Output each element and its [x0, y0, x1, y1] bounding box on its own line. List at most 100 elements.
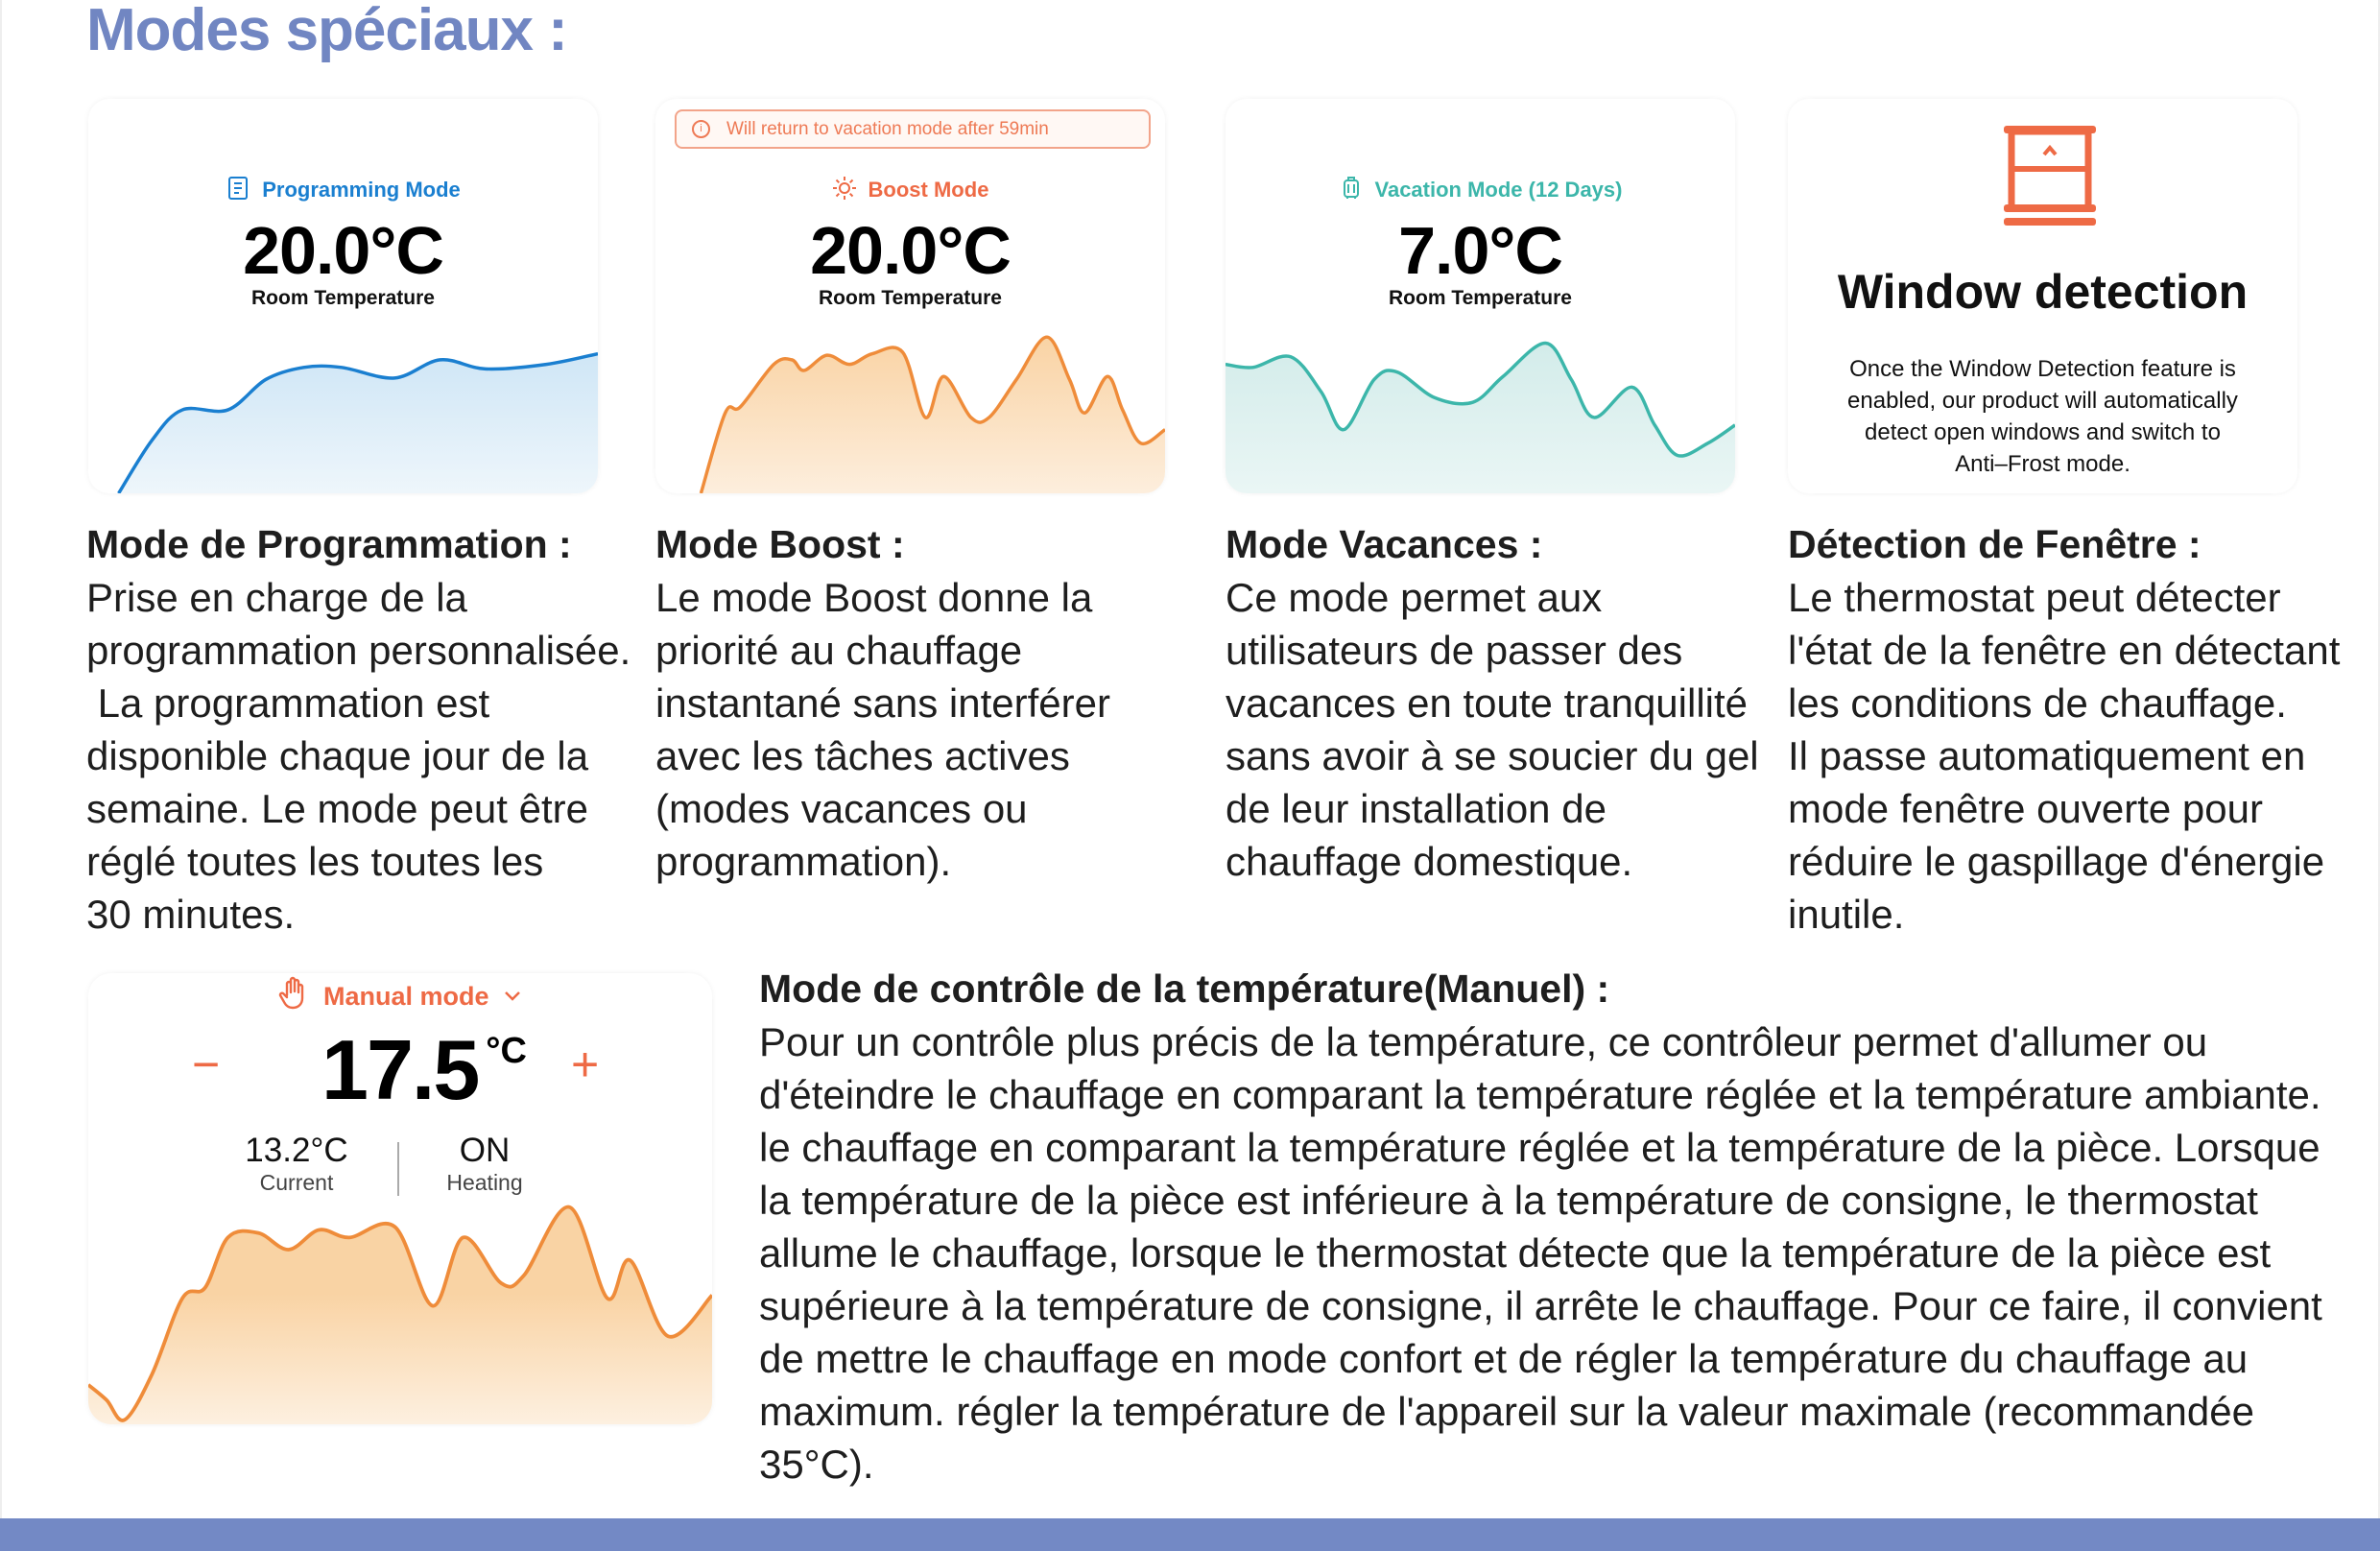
- column-heading: Mode Boost :: [655, 522, 905, 566]
- chart-line: [117, 351, 598, 493]
- text-line: Le thermostat peut détecter: [1788, 575, 2281, 620]
- room-temperature-value: 20.0°C: [810, 213, 1012, 288]
- text-line: de leur installation de: [1226, 786, 1606, 831]
- column-heading: Détection de Fenêtre :: [1788, 522, 2202, 566]
- chart-area: [118, 353, 598, 493]
- text-line: semaine. Le mode peut être: [86, 786, 588, 831]
- text-line: de mettre le chauffage en mode confort e…: [759, 1336, 2249, 1381]
- text-line: Prise en charge de la: [86, 575, 467, 620]
- mode-label: Programming Mode: [88, 176, 598, 203]
- room-temperature-label: Room Temperature: [251, 287, 435, 309]
- text-line: programmation personnalisée.: [86, 628, 631, 673]
- boost-description: Mode Boost : Le mode Boost donne la prio…: [655, 518, 1110, 888]
- heating-label: Heating: [446, 1170, 523, 1195]
- room-temperature-label: Room Temperature: [819, 287, 1002, 309]
- stat-divider: [397, 1142, 399, 1196]
- text-line: réglé toutes les toutes les: [86, 839, 544, 884]
- boost-mode-card: i Will return to vacation mode after 59mi…: [655, 99, 1165, 493]
- text-line: d'éteindre le chauffage en comparant la …: [759, 1072, 2321, 1117]
- chart-area: [701, 337, 1165, 493]
- manual-mode-card: Manual mode − 17.5 °C + 13.2°C Current ON…: [88, 973, 712, 1424]
- right-border: [2378, 0, 2380, 1518]
- vacation-mode-card: Vacation Mode (12 Days) 7.0°C Room Tempe…: [1226, 99, 1735, 493]
- room-temperature-label: Room Temperature: [1389, 287, 1572, 309]
- alert-text: Will return to vacation mode after 59min: [726, 119, 1049, 139]
- text-line: (modes vacances ou: [655, 786, 1028, 831]
- decrease-button[interactable]: −: [192, 1038, 221, 1091]
- window-detection-card: Window detection Once the Window Detecti…: [1788, 99, 2297, 493]
- text-line: allume le chauffage, lorsque le thermost…: [759, 1230, 2272, 1276]
- column-heading: Mode Vacances :: [1226, 522, 1543, 566]
- text-line: Pour un contrôle plus précis de la tempé…: [759, 1019, 2208, 1064]
- programming-temperature-chart: [117, 351, 598, 493]
- hand-icon: [278, 976, 304, 1010]
- suitcase-icon: [1343, 177, 1359, 199]
- vacation-return-alert: i Will return to vacation mode after 59mi…: [675, 109, 1151, 149]
- window-description: Détection de Fenêtre : Le thermostat peu…: [1788, 518, 2340, 941]
- text-line: La programmation est: [86, 680, 490, 726]
- heating-status: ON Heating: [389, 1132, 581, 1196]
- manual-description: Mode de contrôle de la température(Manue…: [759, 963, 2322, 1491]
- setpoint-display: 17.5 °C: [321, 1021, 527, 1119]
- text-line: instantané sans interférer: [655, 680, 1110, 726]
- text-line: inutile.: [1788, 892, 1905, 937]
- mode-text: Vacation Mode (12 Days): [1374, 178, 1623, 202]
- boost-temperature-chart: [699, 335, 1165, 493]
- list-icon: [228, 177, 249, 200]
- text-line: programmation).: [655, 839, 952, 884]
- mode-label: Vacation Mode (12 Days): [1226, 176, 1735, 203]
- text-line: Il passe automatiquement en: [1788, 733, 2306, 778]
- text-line: chauffage domestique.: [1226, 839, 1633, 884]
- chart-area: [88, 1206, 712, 1424]
- window-detection-description: Once the Window Detection feature is ena…: [1817, 353, 2269, 480]
- text-line: disponible chaque jour de la: [86, 733, 589, 778]
- window-icon: [2004, 126, 2096, 226]
- setpoint-value: 17.5: [321, 1022, 480, 1117]
- text-line: priorité au chauffage: [655, 628, 1023, 673]
- left-border: [0, 0, 2, 1518]
- programming-mode-card: Programming Mode 20.0°C Room Temperature: [88, 99, 598, 493]
- text-line: réduire le gaspillage d'énergie: [1788, 839, 2325, 884]
- chart-line: [699, 335, 1165, 493]
- current-value: 13.2°C: [245, 1132, 348, 1169]
- manual-temperature-chart: [88, 1205, 712, 1424]
- sun-icon: [832, 177, 856, 200]
- current-temperature: 13.2°C Current: [201, 1132, 393, 1196]
- manual-heading: Mode de contrôle de la température(Manue…: [759, 966, 1610, 1011]
- mode-selector[interactable]: Manual mode: [88, 976, 712, 1012]
- text-line: maximum. régler la température de l'appa…: [759, 1389, 2254, 1434]
- text-line: la température de la pièce est inférieur…: [759, 1178, 2258, 1223]
- info-icon: i: [692, 120, 710, 138]
- column-heading: Mode de Programmation :: [86, 522, 572, 566]
- desc-line: Anti–Frost mode.: [1955, 451, 2130, 477]
- mode-label: Boost Mode: [655, 176, 1165, 203]
- vacation-description: Mode Vacances : Ce mode permet aux utili…: [1226, 518, 1759, 888]
- text-line: le chauffage en comparant la température…: [759, 1125, 2320, 1170]
- chevron-down-icon: [505, 991, 520, 1001]
- desc-line: detect open windows and switch to: [1865, 419, 2221, 445]
- mode-text: Boost Mode: [868, 178, 989, 202]
- heating-value: ON: [459, 1132, 511, 1169]
- vacation-temperature-chart: [1226, 341, 1735, 493]
- page-title: Modes spéciaux :: [86, 0, 568, 63]
- text-line: 30 minutes.: [86, 892, 296, 937]
- programming-description: Mode de Programmation : Prise en charge …: [86, 518, 631, 941]
- mode-text: Programming Mode: [262, 178, 461, 202]
- room-temperature-value: 7.0°C: [1398, 213, 1563, 288]
- window-detection-title: Window detection: [1837, 265, 2249, 319]
- room-temperature-value: 20.0°C: [243, 213, 444, 288]
- text-line: vacances en toute tranquillité: [1226, 680, 1749, 726]
- setpoint-unit: °C: [486, 1031, 527, 1071]
- text-line: Ce mode permet aux: [1226, 575, 1603, 620]
- text-line: les conditions de chauffage.: [1788, 680, 2287, 726]
- chart-line: [1226, 341, 1735, 458]
- increase-button[interactable]: +: [571, 1038, 600, 1091]
- text-line: supérieure à la température de consigne,…: [759, 1283, 2322, 1328]
- mode-text: Manual mode: [322, 982, 489, 1011]
- text-line: Le mode Boost donne la: [655, 575, 1093, 620]
- text-line: mode fenêtre ouverte pour: [1788, 786, 2263, 831]
- text-line: sans avoir à se soucier du gel: [1226, 733, 1759, 778]
- text-line: l'état de la fenêtre en détectant: [1788, 628, 2341, 673]
- desc-line: Once the Window Detection feature is: [1849, 356, 2236, 382]
- current-label: Current: [259, 1170, 334, 1195]
